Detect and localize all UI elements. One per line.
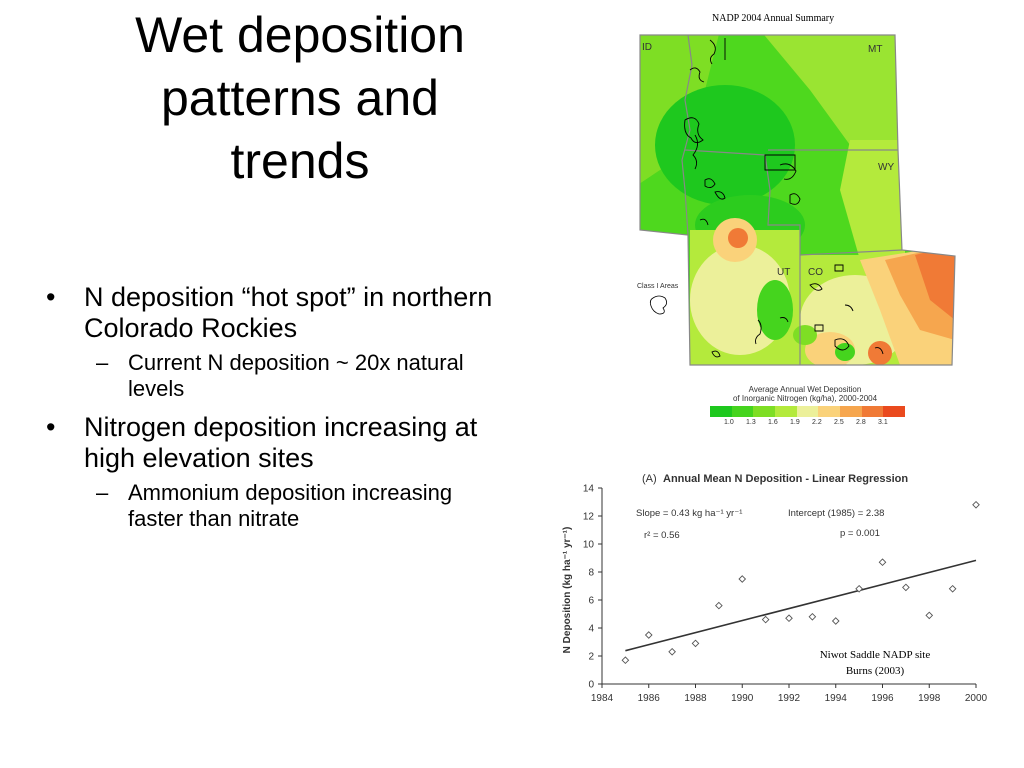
- site-caption-line-2: Burns (2003): [845, 665, 905, 677]
- data-point: [925, 611, 934, 620]
- y-tick-label: 8: [588, 568, 594, 579]
- annotation-intercept: Intercept (1985) = 2.38: [788, 508, 884, 519]
- legend-swatch: [883, 406, 906, 417]
- legend-ticks: 1.0 1.3 1.6 1.9 2.2 2.5 2.8 3.1: [705, 419, 905, 431]
- data-point: [878, 558, 887, 567]
- regression-line: [625, 559, 977, 652]
- class-i-area-symbol: [649, 295, 667, 315]
- y-tick-label: 6: [588, 596, 594, 607]
- legend-title-1: Average Annual Wet Deposition: [748, 385, 862, 394]
- y-tick-label: 2: [588, 652, 594, 663]
- y-tick-label: 4: [588, 624, 594, 635]
- x-tick-label: 1996: [871, 693, 894, 704]
- legend-tick-label: 3.1: [878, 419, 888, 426]
- state-label-ut: UT: [777, 267, 790, 278]
- data-point: [902, 583, 910, 592]
- legend-swatch: [796, 406, 819, 417]
- map-legend: Average Annual Wet Deposition of Inorgan…: [705, 385, 906, 431]
- data-point: [785, 614, 793, 623]
- y-tick-label: 10: [583, 540, 595, 551]
- legend-tick-label: 2.5: [834, 419, 844, 426]
- data-point: [715, 601, 723, 610]
- data-point: [808, 612, 817, 621]
- sub-bullet-2: – Ammonium deposition increasing faster t…: [96, 480, 453, 531]
- annotation-p: p = 0.001: [840, 528, 880, 539]
- legend-tick-label: 1.6: [768, 419, 778, 426]
- data-point: [668, 647, 676, 656]
- x-tick-label: 1988: [684, 693, 707, 704]
- state-label-id: ID: [642, 42, 652, 53]
- bullet-2: Nitrogen deposition increasing at high e…: [42, 412, 512, 474]
- y-tick-label: 14: [583, 484, 595, 495]
- chart-ylabel: N Deposition (kg ha⁻¹ yr⁻¹): [562, 527, 573, 654]
- data-point: [972, 500, 980, 509]
- bullet-list: N deposition “hot spot” in northern Colo…: [42, 282, 512, 542]
- map-source-caption: NADP 2004 Annual Summary: [712, 13, 835, 24]
- legend-tick-label: 1.0: [724, 419, 734, 426]
- site-caption-line-1: Niwot Saddle NADP site: [819, 649, 931, 661]
- chart-title: Annual Mean N Deposition - Linear Regres…: [663, 473, 908, 485]
- title-line-1: Wet deposition: [135, 7, 465, 63]
- legend-tick-label: 2.8: [856, 419, 866, 426]
- data-point: [691, 639, 700, 648]
- deposition-map: ID MT WY UT CO Class I Areas: [630, 30, 960, 375]
- legend-swatch: [818, 406, 841, 417]
- legend-title-2: of Inorganic Nitrogen (kg/ha), 2000-2004: [732, 394, 878, 403]
- state-label-wy: WY: [878, 162, 894, 173]
- chart-prefix: (A): [642, 473, 657, 485]
- sub-bullet-1-text: Current N deposition ~ 20x natural level…: [128, 350, 464, 401]
- site-caption: Niwot Saddle NADP site Burns (2003): [800, 647, 950, 679]
- sub-bullet-1: – Current N deposition ~ 20x natural leve…: [96, 350, 464, 401]
- state-label-co: CO: [808, 267, 823, 278]
- y-tick-label: 12: [583, 512, 595, 523]
- annotation-r2: r² = 0.56: [644, 530, 680, 541]
- legend-swatch: [753, 406, 776, 417]
- x-tick-label: 1986: [638, 693, 661, 704]
- legend-swatch: [861, 406, 884, 417]
- annotation-slope: Slope = 0.43 kg ha⁻¹ yr⁻¹: [636, 508, 742, 519]
- x-tick-label: 1990: [731, 693, 754, 704]
- data-point: [761, 615, 770, 624]
- class-i-areas-label: Class I Areas: [637, 283, 679, 290]
- data-point: [855, 584, 863, 593]
- x-tick-label: 1998: [918, 693, 941, 704]
- sub-bullet-2-text: Ammonium deposition increasing faster th…: [128, 480, 453, 531]
- title-line-2: patterns and: [161, 70, 439, 126]
- legend-swatch: [731, 406, 754, 417]
- map-fill: [640, 35, 955, 365]
- y-tick-label: 0: [588, 680, 594, 691]
- legend-tick-label: 1.3: [746, 419, 756, 426]
- regression-chart: (A) Annual Mean N Deposition - Linear Re…: [548, 462, 988, 712]
- x-tick-label: 1992: [778, 693, 801, 704]
- title-line-3: trends: [230, 133, 370, 189]
- x-tick-label: 2000: [965, 693, 988, 704]
- data-point: [831, 617, 840, 625]
- data-point: [621, 656, 630, 665]
- legend-color-bar: [710, 406, 906, 417]
- legend-swatch: [775, 406, 797, 417]
- legend-swatch: [710, 406, 732, 417]
- slide-title: Wet deposition patterns and trends: [60, 4, 540, 193]
- x-tick-label: 1984: [591, 693, 614, 704]
- legend-tick-label: 1.9: [790, 419, 800, 426]
- data-point: [738, 575, 747, 583]
- x-tick-label: 1994: [825, 693, 848, 704]
- legend-tick-label: 2.2: [812, 419, 822, 426]
- data-point: [948, 584, 957, 593]
- data-point: [644, 631, 653, 639]
- legend-swatch: [840, 406, 862, 417]
- class-i-area-outlines: [684, 38, 884, 358]
- state-label-mt: MT: [868, 44, 882, 55]
- bullet-1: N deposition “hot spot” in northern Colo…: [42, 282, 512, 344]
